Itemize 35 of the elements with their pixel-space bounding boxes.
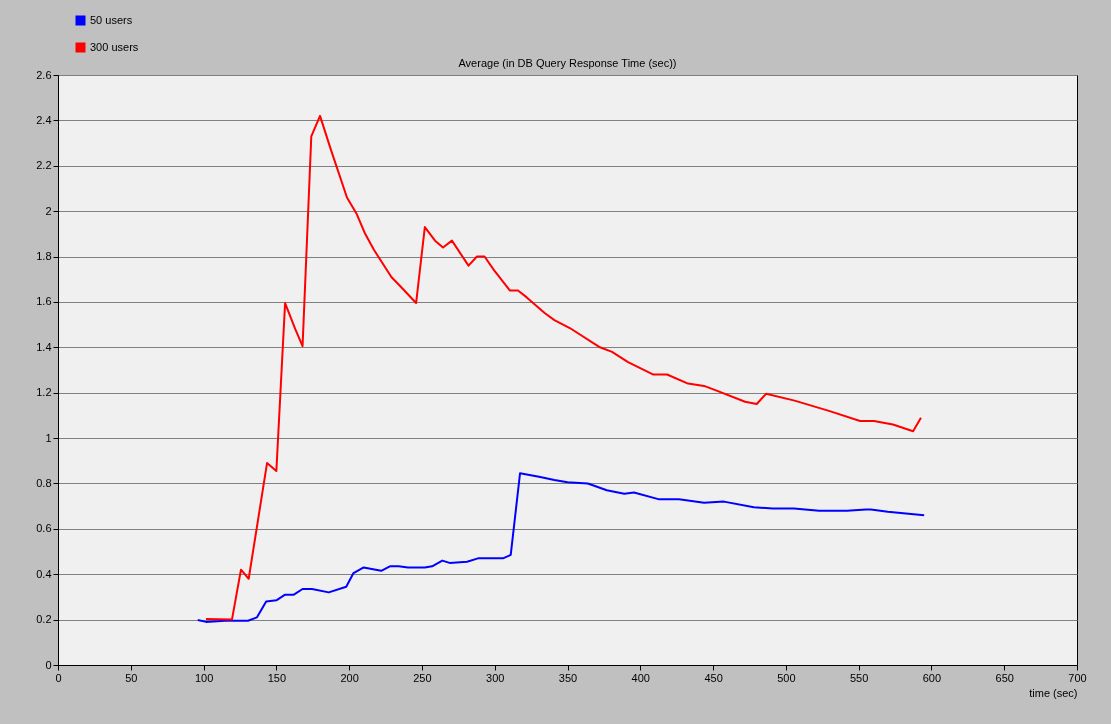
y-tick-label: 1.8	[36, 250, 52, 263]
x-tick-label: 650	[995, 671, 1014, 684]
y-tick-label: 2.2	[36, 159, 52, 172]
x-tick-label: 350	[558, 671, 578, 684]
y-tick-label: 2.6	[36, 68, 52, 81]
x-tick-label: 300	[486, 671, 505, 684]
y-tick-label: 0	[45, 658, 52, 671]
y-tick-label: 0.6	[36, 522, 52, 535]
legend-label: 300 users	[90, 40, 139, 53]
x-tick-label: 250	[413, 671, 432, 684]
y-tick-label: 1.6	[36, 295, 52, 308]
x-tick-label: 100	[194, 671, 214, 684]
x-tick-label: 700	[1068, 671, 1087, 684]
y-tick-label: 1	[45, 431, 52, 444]
x-tick-label: 400	[631, 671, 650, 684]
y-tick-label: 0.8	[36, 476, 52, 489]
x-tick-label: 600	[922, 671, 942, 684]
x-tick-label: 200	[340, 671, 359, 684]
y-tick-label: 0.4	[36, 567, 52, 580]
line-series	[205, 114, 922, 621]
y-tick-label: 2	[45, 204, 52, 217]
y-tick-label: 1.2	[36, 386, 52, 399]
x-tick-label: 50	[125, 671, 138, 684]
x-tick-label: 0	[55, 671, 62, 684]
x-axis-title: time (sec)	[1029, 686, 1078, 699]
chart-title: Average (in DB Query Response Time (sec))	[458, 57, 677, 69]
x-tick-label: 550	[849, 671, 869, 684]
line-series	[196, 472, 926, 623]
legend-label: 50 users	[90, 13, 133, 26]
x-tick-label: 150	[267, 671, 287, 684]
x-tick-label: 450	[704, 671, 723, 684]
y-tick-label: 1.4	[36, 340, 52, 353]
y-tick-label: 0.2	[36, 613, 52, 626]
y-tick-label: 2.4	[36, 113, 52, 126]
x-tick-label: 500	[777, 671, 796, 684]
